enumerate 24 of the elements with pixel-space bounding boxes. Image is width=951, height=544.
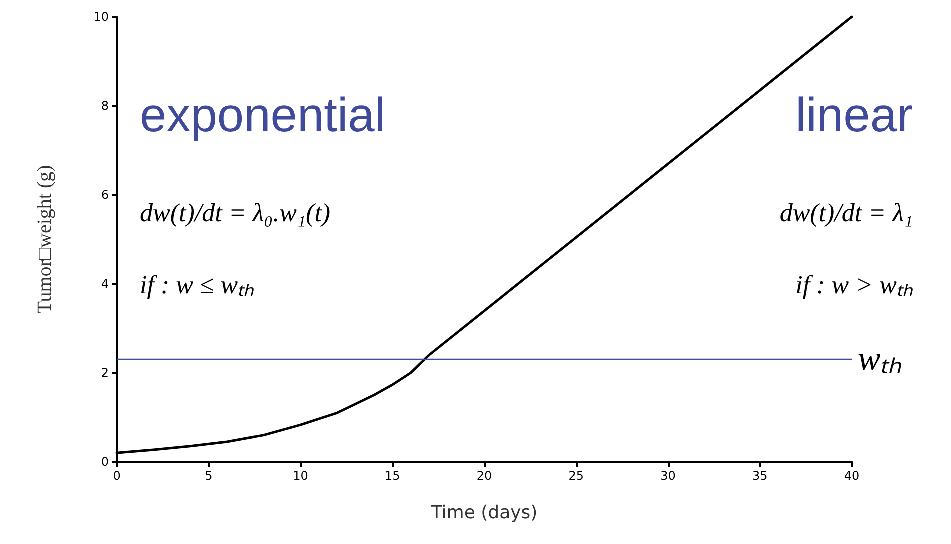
- y-tick-label: 10: [94, 10, 109, 24]
- x-tick-label: 0: [113, 469, 121, 483]
- annotation: linear: [796, 90, 914, 142]
- y-tick-label: 2: [101, 366, 109, 380]
- y-axis-title: Tumor□weight (g): [34, 165, 56, 314]
- annotation: if : w > wₜₕ: [796, 270, 914, 300]
- ref-line-label: wₜₕ: [858, 341, 903, 378]
- x-tick-label: 5: [205, 469, 213, 483]
- annotation: dw(t)/dt = λ₀.w₁(t): [140, 198, 331, 228]
- x-tick-label: 10: [293, 469, 308, 483]
- x-axis-title: Time (days): [430, 502, 538, 524]
- x-tick-label: 25: [568, 469, 584, 483]
- x-tick-label: 20: [476, 469, 492, 483]
- annotation: dw(t)/dt = λ₁: [780, 198, 914, 228]
- y-tick-label: 8: [101, 99, 109, 113]
- annotation: if : w ≤ wₜₕ: [140, 270, 256, 300]
- x-tick-label: 15: [384, 469, 400, 483]
- y-tick-label: 6: [101, 188, 109, 202]
- y-tick-label: 4: [101, 277, 109, 291]
- x-tick-label: 40: [844, 469, 860, 483]
- x-tick-label: 30: [660, 469, 676, 483]
- x-tick-label: 35: [752, 469, 768, 483]
- annotation: exponential: [140, 90, 386, 142]
- y-tick-label: 0: [101, 455, 109, 469]
